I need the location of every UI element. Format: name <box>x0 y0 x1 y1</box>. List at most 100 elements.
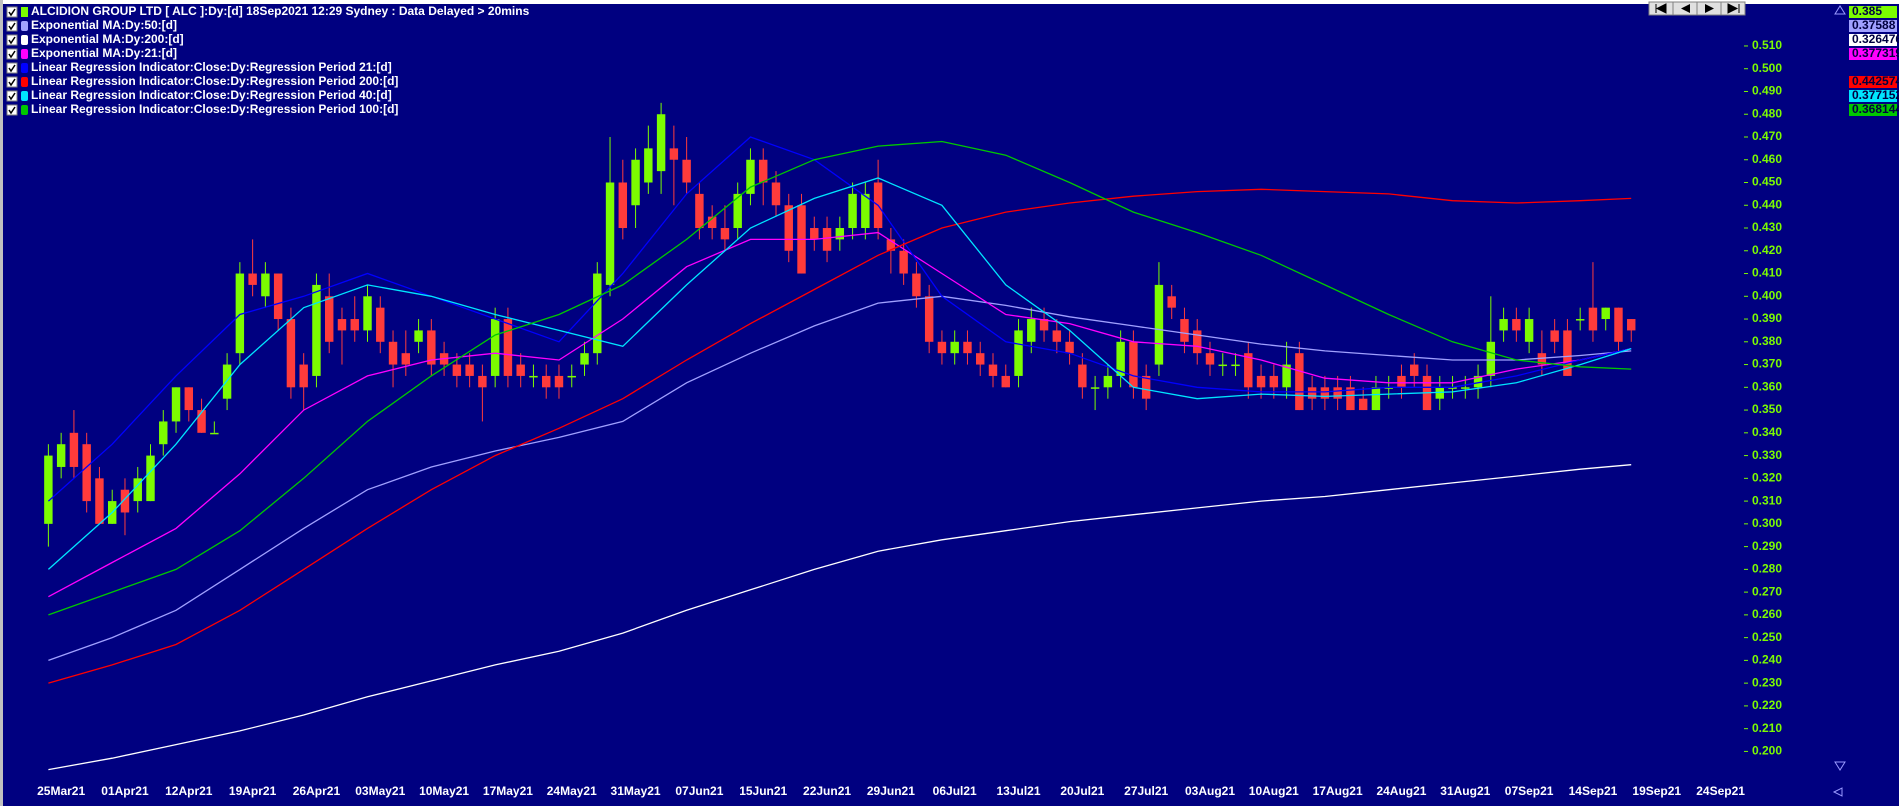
y-tick-label: 0.310 <box>1752 493 1782 507</box>
icon <box>1655 3 1667 14</box>
candle-body <box>1193 330 1202 354</box>
candle-body <box>1486 341 1496 376</box>
y-tick-label: 0.270 <box>1752 584 1782 598</box>
candle-body <box>1129 341 1138 388</box>
candle-body <box>452 364 462 376</box>
candle-body <box>56 444 66 467</box>
candle-body <box>465 364 474 376</box>
y-tick-label: 0.380 <box>1752 334 1782 348</box>
scroll-down[interactable] <box>1834 761 1846 771</box>
candle-body <box>529 375 538 378</box>
candle-body <box>631 159 640 206</box>
candle-body <box>695 193 704 229</box>
candle-body <box>1499 319 1508 331</box>
last-value: 0.326476 <box>1852 32 1899 46</box>
y-tick-label: 0.250 <box>1752 630 1782 644</box>
candle-body <box>1078 364 1087 388</box>
candle-body <box>388 341 398 365</box>
y-tick-label: 0.370 <box>1752 357 1782 371</box>
x-tick-label: 25Mar21 <box>37 784 85 798</box>
last-value: 0.442574 <box>1852 74 1899 88</box>
indicator-line <box>48 140 1632 616</box>
candle-body <box>286 319 296 388</box>
legend-swatch <box>21 7 28 17</box>
candle-body <box>184 387 194 411</box>
candle-body <box>1524 319 1534 342</box>
candle-body <box>542 375 551 388</box>
candle-body <box>1269 375 1279 388</box>
legend-swatch <box>21 105 28 115</box>
y-tick-label: 0.500 <box>1752 61 1782 75</box>
y-tick-label: 0.440 <box>1752 197 1782 211</box>
x-tick-label: 13Jul21 <box>996 784 1040 798</box>
candle-body <box>1001 375 1010 388</box>
x-tick-label: 07Sep21 <box>1505 784 1554 798</box>
checkbox <box>6 34 18 46</box>
candle-body <box>822 228 832 251</box>
candle-body <box>669 148 679 160</box>
x-tick-label: 31May21 <box>611 784 661 798</box>
x-tick-label: 27Jul21 <box>1124 784 1168 798</box>
y-tick-label: 0.240 <box>1752 653 1782 667</box>
candle-body <box>771 182 781 206</box>
candle-body <box>197 410 206 433</box>
candle-body <box>1027 319 1036 342</box>
candle-body <box>950 341 959 354</box>
indicator-line <box>47 136 1632 502</box>
x-tick-label: 06Jul21 <box>933 784 977 798</box>
candle-body <box>746 159 755 194</box>
candle-body <box>1397 375 1406 388</box>
candle-body <box>835 228 845 240</box>
checkbox <box>6 104 18 116</box>
candle-body <box>988 364 998 376</box>
candle-body <box>273 273 283 320</box>
candle-body <box>912 273 921 297</box>
last-value-box <box>1849 6 1897 18</box>
y-tick-label: 0.330 <box>1752 448 1782 462</box>
candle-body <box>733 193 742 229</box>
x-tick-label: 17May21 <box>483 784 533 798</box>
candle-body <box>1384 387 1393 389</box>
candle-body <box>1346 387 1355 411</box>
legend-label: Exponential MA:Dy:200:[d] <box>31 32 184 46</box>
candle-body <box>1090 387 1100 389</box>
y-tick-label: 0.430 <box>1752 220 1782 234</box>
x-tick-label: 19Sep21 <box>1632 784 1681 798</box>
scroll-left[interactable] <box>1832 787 1843 797</box>
y-tick-label: 0.360 <box>1752 379 1782 393</box>
candle-body <box>376 307 385 342</box>
candle-body <box>503 319 513 376</box>
checkmark <box>8 92 16 101</box>
x-tick-label: 17Aug21 <box>1313 784 1363 798</box>
candle-body <box>1448 387 1457 389</box>
candle-body <box>312 284 321 376</box>
candle-body <box>644 148 653 183</box>
candle-body <box>937 341 947 354</box>
y-tick-label: 0.460 <box>1752 152 1782 166</box>
candle-body <box>1358 398 1368 411</box>
indicator-line <box>48 464 1632 771</box>
last-value-box <box>1849 48 1897 60</box>
candle-body <box>1231 364 1240 367</box>
y-tick-label: 0.480 <box>1752 106 1782 120</box>
legend-swatch <box>21 21 28 31</box>
y-tick-label: 0.450 <box>1752 175 1782 189</box>
candle-body <box>924 296 934 342</box>
y-tick-label: 0.220 <box>1752 698 1782 712</box>
candle-body <box>1205 353 1215 365</box>
last-value: 0.385 <box>1852 4 1882 18</box>
candle-body <box>861 193 870 229</box>
candle-body <box>886 239 896 251</box>
checkmark <box>8 78 16 87</box>
candle-body <box>567 375 576 378</box>
candle-body <box>810 228 819 240</box>
checkmark <box>8 8 16 17</box>
candle-body <box>44 455 53 524</box>
y-tick-label: 0.350 <box>1752 402 1782 416</box>
candle-body <box>1052 330 1062 342</box>
last-value-box <box>1849 20 1897 32</box>
candle-body <box>1039 319 1049 331</box>
scroll-up[interactable] <box>1834 5 1846 15</box>
candle-body <box>1116 341 1125 376</box>
